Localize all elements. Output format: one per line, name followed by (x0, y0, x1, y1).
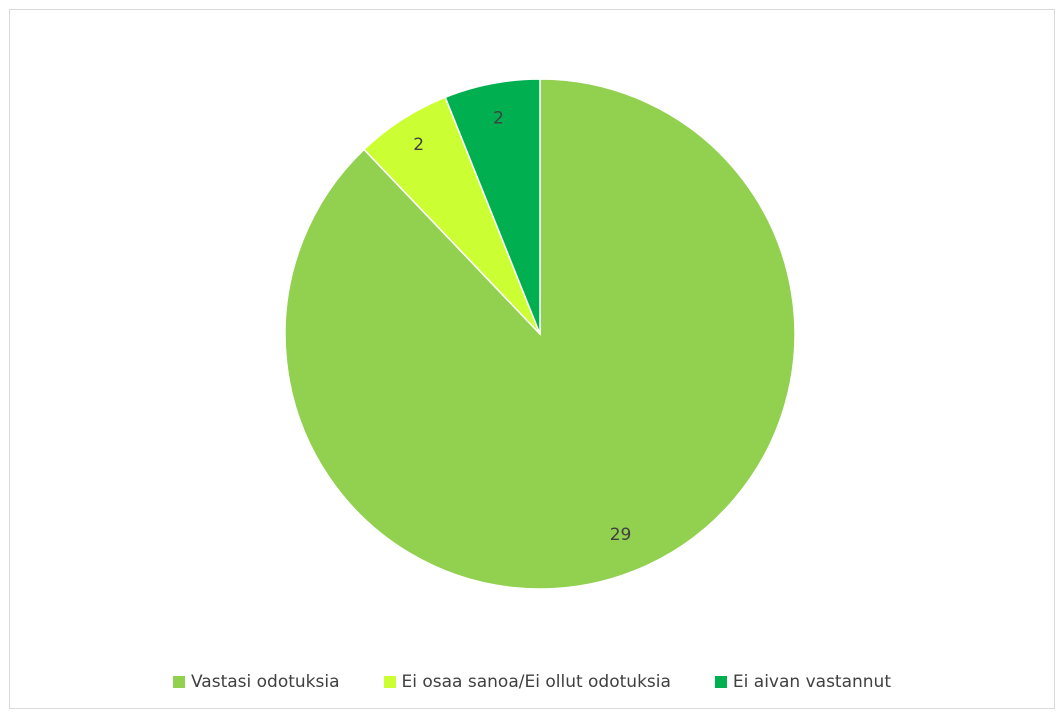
legend-item-ei-aivan-vastannut: Ei aivan vastannut (714, 672, 891, 692)
data-label: 2 (493, 109, 504, 129)
legend-swatch (714, 676, 727, 688)
legend-swatch (383, 676, 396, 688)
legend-label: Vastasi odotuksia (190, 672, 340, 692)
pie-data-labels: 29 2 2 (413, 109, 631, 546)
legend-item-vastasi: Vastasi odotuksia (172, 672, 340, 692)
data-label: 2 (413, 135, 424, 155)
data-label: 29 (610, 525, 632, 545)
slice-ei-aivan-vastannut (444, 78, 541, 335)
pie-slices (284, 78, 796, 590)
legend-swatch (172, 676, 185, 688)
legend-item-ei-osaa-sanoa: Ei osaa sanoa/Ei ollut odotuksia (383, 672, 671, 692)
legend: Vastasi odotuksia Ei osaa sanoa/Ei ollut… (0, 672, 1064, 692)
legend-label: Ei osaa sanoa/Ei ollut odotuksia (401, 672, 671, 692)
legend-label: Ei aivan vastannut (732, 672, 891, 692)
